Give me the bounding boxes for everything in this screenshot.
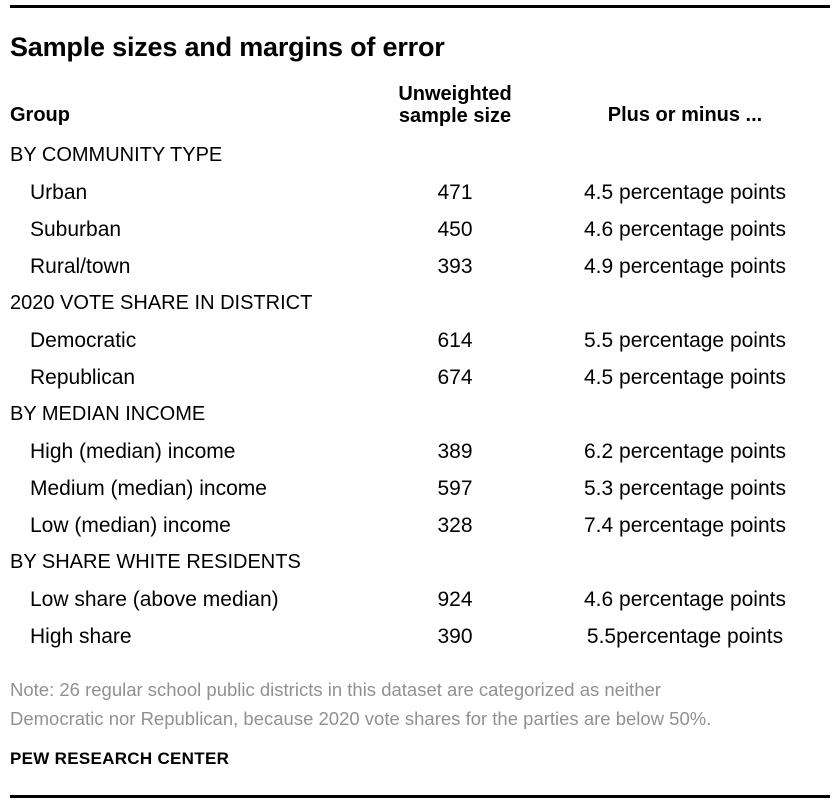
table-row: Low (median) income 328 7.4 percentage poi… <box>10 507 830 544</box>
row-sample-size-value: 597 <box>437 476 473 500</box>
note-line-1: Note: 26 regular school public districts… <box>10 679 661 700</box>
note-text: Note: 26 regular school public districts… <box>10 675 830 733</box>
section-header-row: BY COMMUNITY TYPE <box>10 137 830 174</box>
row-margin-of-error-value: 4.5 percentage points <box>584 180 786 204</box>
row-group-label: High (median) income <box>30 439 236 463</box>
section-header-label: BY COMMUNITY TYPE <box>10 144 223 166</box>
row-group-label: Medium (median) income <box>30 476 267 500</box>
row-group-label: Urban <box>30 180 88 204</box>
section-header-row: BY MEDIAN INCOME <box>10 396 830 433</box>
figure-title: Sample sizes and margins of error <box>10 32 445 62</box>
column-header-sample-line1: Unweighted <box>398 83 512 105</box>
table-row: Low share (above median) 924 4.6 percentag… <box>10 581 830 618</box>
table-row: High share 390 5.5percentage points <box>10 618 830 655</box>
table-row: Republican 674 4.5 percentage points <box>10 359 830 396</box>
row-sample-size-value: 924 <box>437 587 473 611</box>
section-header-label: BY MEDIAN INCOME <box>10 403 206 425</box>
row-sample-size-value: 389 <box>437 439 473 463</box>
row-sample-size-value: 614 <box>437 328 473 352</box>
section-header-label: BY SHARE WHITE RESIDENTS <box>10 551 301 573</box>
bottom-rule <box>10 795 830 798</box>
row-group-label: Low share (above median) <box>30 587 279 611</box>
table-row: Democratic 614 5.5 percentage points <box>10 322 830 359</box>
row-margin-of-error-value: 4.5 percentage points <box>584 365 786 389</box>
table-row: High (median) income 389 6.2 percentage po… <box>10 433 830 470</box>
column-header-margin-of-error: Plus or minus ... <box>607 104 763 126</box>
row-margin-of-error-value: 5.5 percentage points <box>584 328 786 352</box>
column-header-group: Group <box>10 104 70 126</box>
row-group-label: High share <box>30 624 132 648</box>
row-group-label: Republican <box>30 365 136 389</box>
section-header-row: 2020 VOTE SHARE IN DISTRICT <box>10 285 830 322</box>
row-group-label: Democratic <box>30 328 137 352</box>
note-line-2: Democratic nor Republican, because 2020 … <box>10 708 712 729</box>
row-margin-of-error-value: 6.2 percentage points <box>584 439 786 463</box>
row-sample-size-value: 393 <box>437 254 473 278</box>
row-margin-of-error-value: 4.9 percentage points <box>584 254 786 278</box>
row-sample-size-value: 390 <box>437 624 473 648</box>
section-header-label: 2020 VOTE SHARE IN DISTRICT <box>10 292 313 314</box>
row-sample-size-value: 471 <box>437 180 473 204</box>
row-group-label: Rural/town <box>30 254 131 278</box>
row-margin-of-error-value: 4.6 percentage points <box>584 587 786 611</box>
table-header-row: Group Unweighted sample size Plus or min… <box>10 83 830 127</box>
row-sample-size-value: 450 <box>437 217 473 241</box>
source-label: PEW RESEARCH CENTER <box>10 749 230 768</box>
row-group-label: Low (median) income <box>30 513 231 537</box>
table-row: Urban 471 4.5 percentage points <box>10 174 830 211</box>
table-body: BY COMMUNITY TYPE Urban 471 4.5 percentage … <box>10 137 830 655</box>
row-margin-of-error-value: 5.5percentage points <box>586 624 784 648</box>
table-row: Rural/town 393 4.9 percentage points <box>10 248 830 285</box>
row-margin-of-error-value: 4.6 percentage points <box>584 217 786 241</box>
row-sample-size-value: 674 <box>437 365 473 389</box>
column-header-sample-size: Unweighted sample size <box>370 83 540 127</box>
section-header-row: BY SHARE WHITE RESIDENTS <box>10 544 830 581</box>
table-row: Suburban 450 4.6 percentage points <box>10 211 830 248</box>
row-sample-size-value: 328 <box>437 513 473 537</box>
row-margin-of-error-value: 7.4 percentage points <box>584 513 786 537</box>
top-rule <box>10 5 830 8</box>
row-margin-of-error-value: 5.3 percentage points <box>584 476 786 500</box>
row-group-label: Suburban <box>30 217 122 241</box>
table-row: Medium (median) income 597 5.3 percentage … <box>10 470 830 507</box>
column-header-sample-line2: sample size <box>398 105 512 127</box>
